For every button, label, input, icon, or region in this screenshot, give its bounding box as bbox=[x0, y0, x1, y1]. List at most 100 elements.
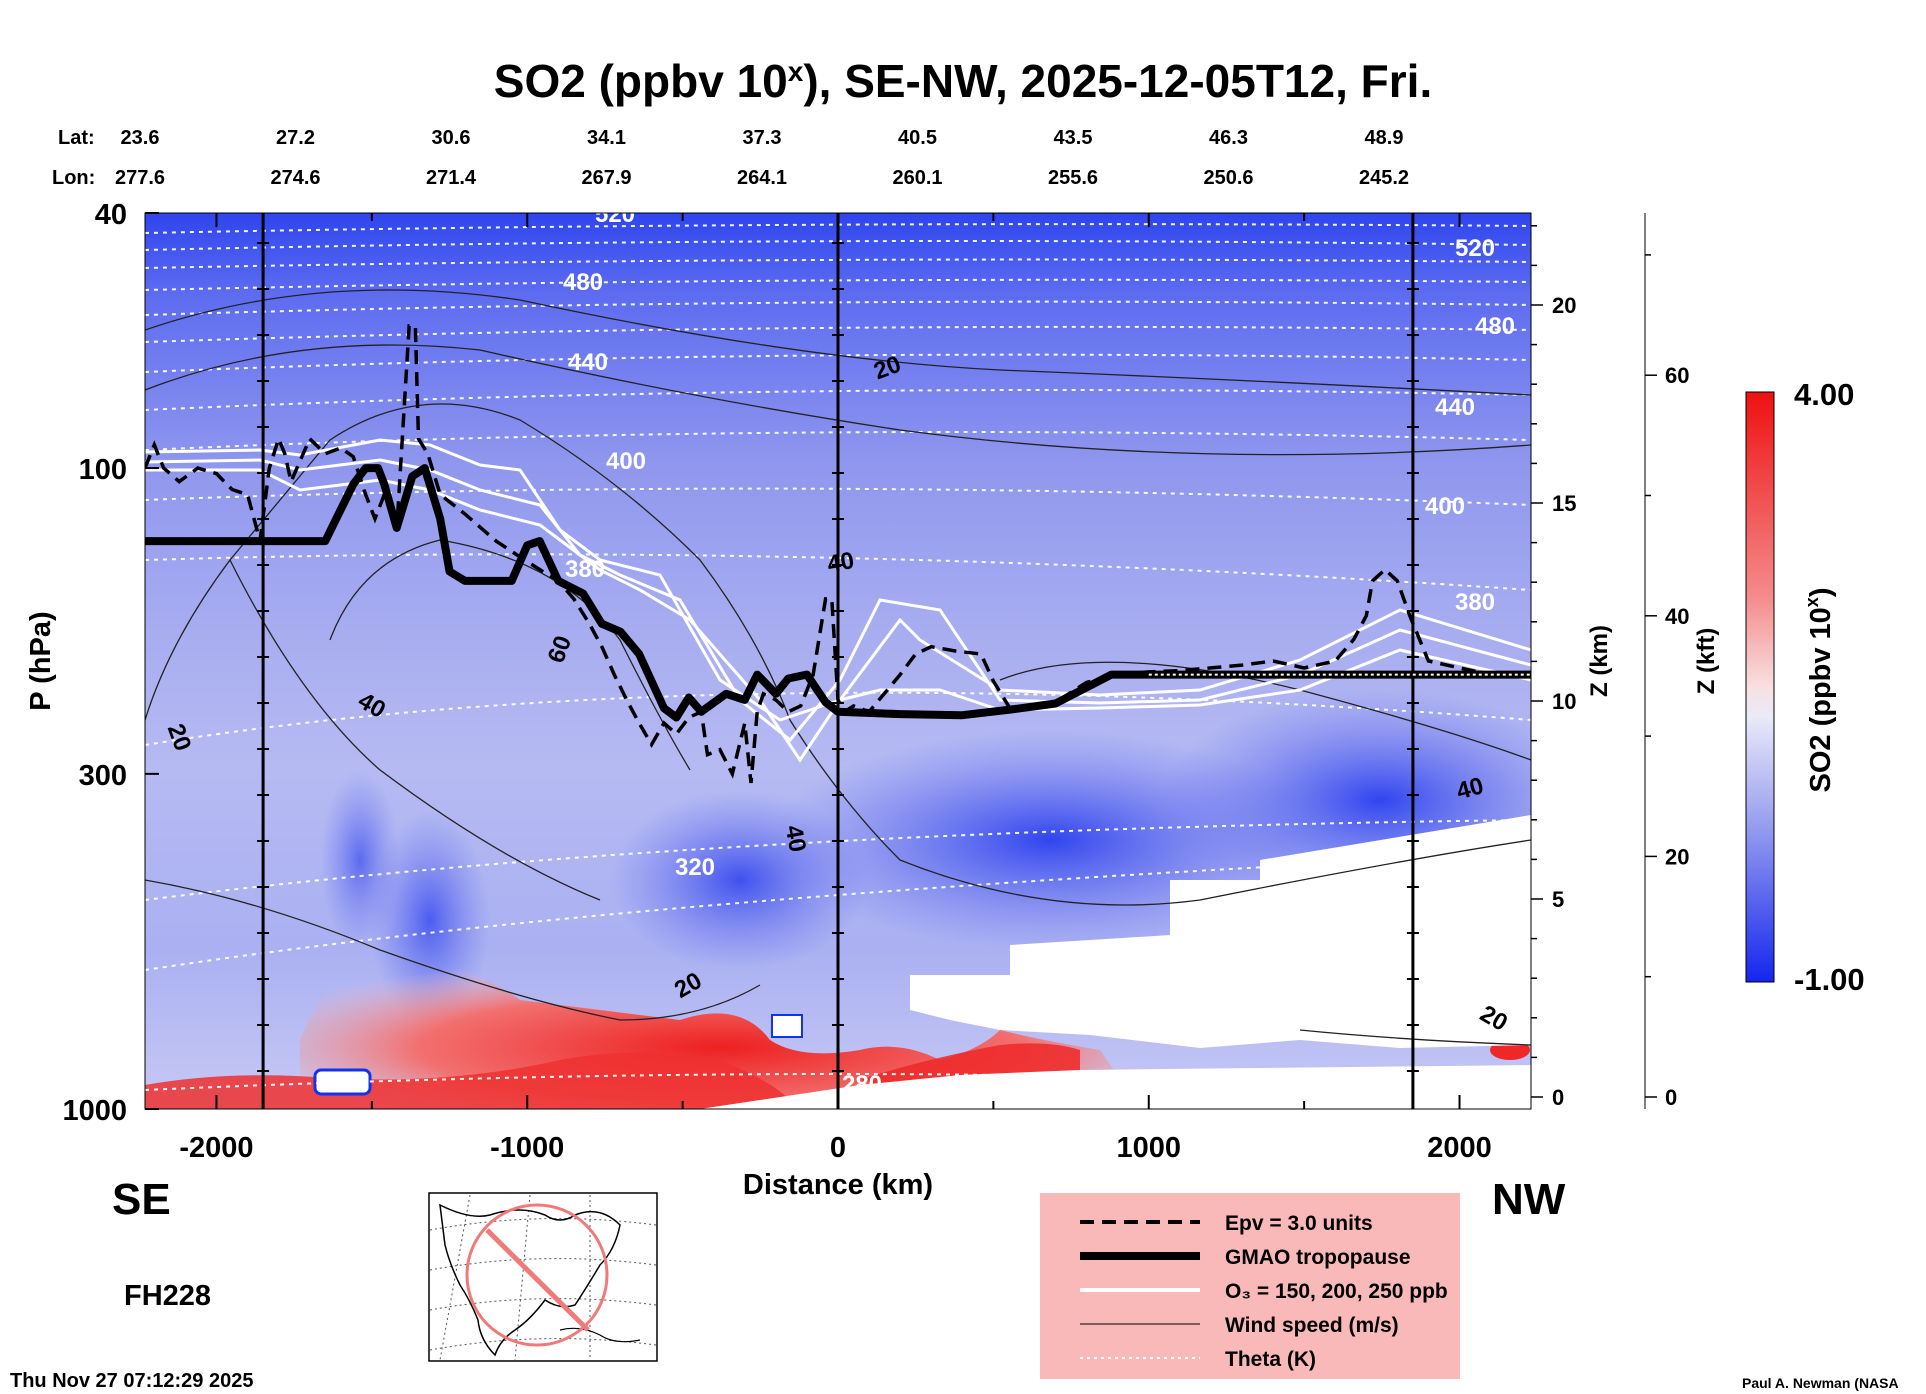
terrain-mask bbox=[910, 815, 1531, 1048]
lat-lon-values: 23.6 27.2 30.6 34.1 37.3 40.5 43.5 46.3 48.9 277.… bbox=[115, 127, 1409, 189]
lat-value: 48.9 bbox=[1365, 127, 1404, 149]
wind-label: 40 bbox=[780, 823, 811, 854]
terrain-mask bbox=[700, 1065, 1531, 1109]
coastline bbox=[439, 1203, 621, 1357]
inset-map-frame bbox=[428, 1192, 658, 1362]
chart-title: SO2 (ppbv 10x), SE-NW, 2025-12-05T12, Fr… bbox=[494, 55, 1432, 107]
legend-label: Theta (K) bbox=[1225, 1348, 1316, 1371]
colorbar-scale bbox=[1745, 391, 1775, 983]
z-km-axis-ticks: 0 5 10 15 20 bbox=[1531, 225, 1576, 1110]
z-kft-tick-label: 40 bbox=[1665, 604, 1689, 629]
z-kft-tick-label: 60 bbox=[1665, 363, 1689, 388]
pressure-tick-label: 40 bbox=[95, 199, 127, 231]
x-axis-ticks: -2000 -1000 0 1000 2000 bbox=[179, 213, 1492, 1164]
theta-contour bbox=[145, 819, 1531, 901]
theta-contours bbox=[145, 223, 1531, 1091]
forecast-hour: FH228 bbox=[124, 1280, 211, 1312]
wind-contour bbox=[145, 344, 1531, 456]
theta-contour bbox=[145, 431, 1531, 451]
lat-value: 46.3 bbox=[1209, 127, 1248, 149]
z-kft-tick-label: 0 bbox=[1665, 1085, 1677, 1110]
z-kft-tick-label: 20 bbox=[1665, 844, 1689, 869]
z-km-tick-label: 10 bbox=[1552, 689, 1576, 714]
x-tick-label: 0 bbox=[830, 1132, 846, 1164]
theta-label: 380 bbox=[565, 556, 605, 583]
lat-value: 43.5 bbox=[1054, 127, 1093, 149]
theta-label: 520 bbox=[1455, 235, 1495, 262]
x-tick-label: 2000 bbox=[1427, 1132, 1492, 1164]
theta-label: 520 bbox=[595, 201, 635, 228]
wind-contour bbox=[145, 403, 791, 721]
terrain-mask bbox=[771, 1014, 803, 1038]
plot-area bbox=[145, 213, 1531, 1109]
inset-map bbox=[428, 1192, 658, 1362]
lon-value: 245.2 bbox=[1359, 167, 1409, 189]
lat-lon-header: Lat: Lon: bbox=[52, 127, 95, 189]
lat-value: 37.3 bbox=[743, 127, 782, 149]
theta-contour bbox=[145, 325, 1531, 343]
credit: Paul A. Newman (NASA bbox=[1742, 1375, 1899, 1391]
theta-label: 480 bbox=[1475, 313, 1515, 340]
axes: -2000 -1000 0 1000 2000 40 100 300 1000 0 5 10 15 2… bbox=[25, 127, 1720, 1201]
lon-value: 260.1 bbox=[892, 167, 942, 189]
coastline bbox=[559, 1327, 641, 1343]
lon-value: 250.6 bbox=[1203, 167, 1253, 189]
theta-label: 440 bbox=[1435, 394, 1475, 421]
z-km-axis-title: Z (km) bbox=[1586, 625, 1613, 697]
lat-value: 27.2 bbox=[276, 127, 315, 149]
theta-label: 380 bbox=[1455, 589, 1495, 616]
y-axis-title: P (hPa) bbox=[25, 611, 57, 710]
so2-high-region bbox=[145, 1052, 790, 1109]
x-tick-label: 1000 bbox=[1117, 1132, 1182, 1164]
lon-value: 264.1 bbox=[737, 167, 787, 189]
reference-lines bbox=[257, 213, 1419, 1109]
wind-contour bbox=[1299, 1029, 1531, 1046]
legend-label: O₃ = 150, 200, 250 ppb bbox=[1225, 1280, 1448, 1303]
lon-value: 271.4 bbox=[426, 167, 477, 189]
theta-label: 440 bbox=[568, 349, 608, 376]
lat-value: 34.1 bbox=[587, 127, 626, 149]
colorbar-min-label: -1.00 bbox=[1794, 962, 1865, 997]
z-kft-axis-title: Z (kft) bbox=[1693, 628, 1720, 695]
lat-value: 30.6 bbox=[432, 127, 471, 149]
lon-label: Lon: bbox=[52, 167, 95, 189]
x-tick-label: -1000 bbox=[490, 1132, 564, 1164]
pressure-tick-label: 300 bbox=[79, 760, 127, 792]
lat-value: 40.5 bbox=[898, 127, 937, 149]
theta-contour bbox=[145, 353, 1531, 373]
timestamp: Thu Nov 27 07:12:29 2025 bbox=[10, 1370, 253, 1392]
nw-end-label: NW bbox=[1492, 1175, 1566, 1224]
section-line bbox=[485, 1228, 590, 1332]
epv-3-line bbox=[145, 324, 1531, 784]
range-circle bbox=[465, 1203, 609, 1347]
pressure-tick-label: 100 bbox=[79, 454, 127, 486]
wind-contour bbox=[145, 879, 761, 1021]
theta-contour bbox=[145, 691, 1531, 746]
lon-value: 267.9 bbox=[581, 167, 631, 189]
pressure-axis-ticks: 40 100 300 1000 bbox=[62, 199, 159, 1127]
theta-label: 320 bbox=[1445, 824, 1485, 851]
wind-contour bbox=[229, 559, 601, 901]
lon-value: 277.6 bbox=[115, 167, 165, 189]
theta-label: 480 bbox=[563, 269, 603, 296]
x-axis-title: Distance (km) bbox=[743, 1169, 933, 1201]
x-tick-label: -2000 bbox=[179, 1132, 253, 1164]
legend-label: Wind speed (m/s) bbox=[1225, 1314, 1399, 1337]
lon-value: 274.6 bbox=[270, 167, 320, 189]
so2-low-patch bbox=[320, 770, 400, 950]
so2-low-patch bbox=[610, 790, 870, 970]
z-kft-axis-ticks: 0 20 40 60 bbox=[1645, 254, 1689, 1110]
z-km-tick-label: 0 bbox=[1552, 1085, 1564, 1110]
lon-value: 255.6 bbox=[1048, 167, 1098, 189]
lat-value: 23.6 bbox=[121, 127, 160, 149]
wind-contour bbox=[329, 539, 691, 771]
theta-contour bbox=[145, 300, 1531, 316]
legend-label: GMAO tropopause bbox=[1225, 1246, 1411, 1269]
legend-items: Epv = 3.0 units GMAO tropopause O₃ = 150, … bbox=[1080, 1212, 1448, 1371]
theta-contour bbox=[145, 389, 1531, 411]
theta-label: 320 bbox=[675, 854, 715, 881]
se-end-label: SE bbox=[112, 1175, 171, 1224]
theta-contour bbox=[145, 859, 1401, 971]
pressure-tick-label: 1000 bbox=[62, 1095, 127, 1127]
theta-label: 280 bbox=[842, 1071, 882, 1098]
